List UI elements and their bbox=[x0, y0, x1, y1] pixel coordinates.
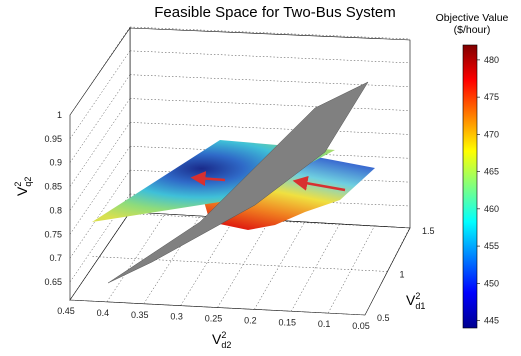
x-tick-label: 0.25 bbox=[205, 314, 223, 324]
z-gridline bbox=[129, 74, 411, 87]
colorbar-tick-label: 445 bbox=[484, 316, 499, 326]
y-gridline bbox=[69, 299, 366, 316]
z-tick-label: 1 bbox=[57, 110, 62, 120]
colorbar-tick-label: 460 bbox=[484, 204, 499, 214]
y-gridline bbox=[92, 256, 388, 272]
colorbar-title-line2: ($/hour) bbox=[453, 24, 491, 36]
z-gridline bbox=[129, 122, 411, 135]
x-gridline bbox=[69, 211, 131, 301]
z-gridline bbox=[69, 122, 131, 211]
y-tick-label: 1.5 bbox=[422, 226, 435, 236]
colorbar-tick-label: 450 bbox=[484, 278, 499, 288]
z-tick-label: 0.75 bbox=[44, 229, 62, 239]
y-axis-label: V2 d1 bbox=[406, 291, 425, 311]
colorbar-title-line1: Objective Value bbox=[435, 12, 509, 24]
z-tick-label: 0.85 bbox=[44, 182, 62, 192]
x-tick-label: 0.3 bbox=[170, 312, 183, 322]
z-gridline bbox=[69, 26, 131, 116]
x-tick-label: 0.1 bbox=[318, 319, 331, 329]
colorbar-title: Objective Value ($/hour) bbox=[424, 12, 520, 36]
colorbar-tick-label: 480 bbox=[484, 55, 499, 65]
x-tick-label: 0.45 bbox=[57, 306, 75, 316]
x-gridline bbox=[291, 223, 341, 312]
colorbar-tick-label: 475 bbox=[484, 92, 499, 102]
z-tick-label: 0.65 bbox=[44, 277, 62, 287]
x-tick-label: 0.35 bbox=[131, 310, 149, 320]
x-gridline bbox=[217, 219, 271, 308]
chart-title: Feasible Space for Two-Bus System bbox=[154, 4, 396, 21]
optimal-path-arrow bbox=[292, 175, 346, 192]
z-gridline bbox=[69, 98, 131, 187]
x-gridline bbox=[364, 226, 411, 316]
x-axis-label: V2 d2 bbox=[212, 330, 231, 350]
x-tick-label: 0.4 bbox=[97, 308, 110, 318]
x-gridline bbox=[327, 225, 376, 314]
y-tick-label: 0.5 bbox=[377, 313, 390, 323]
colorbar-tick-label: 470 bbox=[484, 129, 499, 139]
x-gridline bbox=[254, 221, 306, 310]
z-gridline bbox=[69, 50, 131, 139]
colorbar-tick-label: 455 bbox=[484, 241, 499, 251]
colorbar-gradient bbox=[462, 44, 478, 329]
optimal-path-arrow bbox=[190, 171, 226, 187]
z-gridline bbox=[129, 98, 411, 111]
x-tick-label: 0.15 bbox=[278, 317, 296, 327]
colorbar-tick-label: 465 bbox=[484, 167, 499, 177]
z-gridline bbox=[129, 50, 411, 64]
colorbar: 445 450 455 460 465 470 475 480 bbox=[462, 44, 499, 329]
z-gridline bbox=[69, 74, 131, 163]
objective-surfaces bbox=[92, 81, 375, 284]
z-tick-label: 0.95 bbox=[44, 134, 62, 144]
constraint-plane bbox=[107, 81, 369, 284]
y-tick-label: 1 bbox=[400, 270, 405, 280]
x-tick-label: 0.2 bbox=[244, 315, 257, 325]
x-tick-label: 0.05 bbox=[352, 321, 370, 331]
x-gridline bbox=[106, 213, 166, 303]
z-tick-label: 0.7 bbox=[49, 253, 62, 263]
z-gridline bbox=[69, 170, 131, 259]
z-tick-label: 0.8 bbox=[49, 205, 62, 215]
z-tick-label: 0.9 bbox=[49, 158, 62, 168]
z-gridline bbox=[69, 146, 131, 235]
z-axis-label: V2q2 bbox=[13, 177, 33, 196]
z-gridline bbox=[129, 26, 411, 40]
